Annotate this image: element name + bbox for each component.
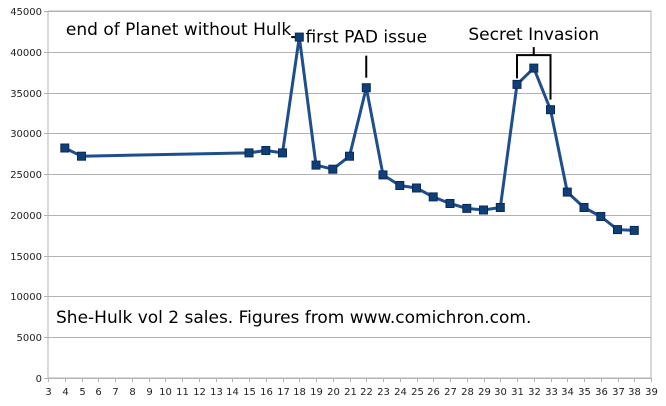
x-tick-label: 24 <box>394 387 407 398</box>
y-tick-label: 15000 <box>10 252 42 263</box>
x-tick-label: 15 <box>243 387 256 398</box>
y-tick-label: 20000 <box>10 211 42 222</box>
series-line <box>64 35 635 232</box>
data-point <box>462 203 472 213</box>
x-tick-label: 9 <box>146 387 152 398</box>
x-tick-label: 5 <box>79 387 85 398</box>
data-point <box>445 199 455 208</box>
x-tick-label: 28 <box>461 387 474 398</box>
data-point <box>378 170 388 180</box>
x-tick-label: 3 <box>45 387 51 398</box>
x-tick-label: 29 <box>478 387 491 398</box>
x-tick-label: 14 <box>226 387 239 398</box>
data-point <box>495 203 505 212</box>
x-tick-label: 10 <box>159 387 172 398</box>
y-tick-label: 25000 <box>10 170 42 181</box>
gridlines <box>47 10 652 379</box>
x-tick-label: 30 <box>494 387 507 398</box>
data-point <box>77 151 86 161</box>
y-tick-label: 45000 <box>10 7 42 18</box>
x-tick-label: 19 <box>310 387 323 398</box>
chart-caption: She-Hulk vol 2 sales. Figures from www.c… <box>56 308 531 328</box>
annotation-planet-without-hulk: end of Planet without Hulk <box>66 20 292 40</box>
data-point <box>60 143 70 153</box>
x-tick-label: 21 <box>344 387 357 398</box>
data-point <box>579 203 589 212</box>
annotation-first-pad-issue: first PAD issue <box>305 28 427 48</box>
x-axis-ticks: 3 4 5 6 7 8 9 10 11 12 13 14 15 16 17 18 19 20 21 22 23 24 25 2… <box>45 378 658 398</box>
data-point <box>479 205 488 215</box>
data-point <box>529 63 539 73</box>
x-tick-label: 12 <box>193 387 206 398</box>
y-tick-label: 10000 <box>10 292 42 303</box>
data-point <box>361 83 371 93</box>
data-point <box>613 225 622 235</box>
data-point <box>261 146 271 155</box>
y-tick-label: 5000 <box>17 333 42 344</box>
data-point <box>311 160 321 170</box>
sales-series <box>60 32 639 235</box>
x-tick-label: 8 <box>129 387 135 398</box>
data-point <box>562 187 572 197</box>
x-tick-label: 13 <box>210 387 223 398</box>
x-tick-label: 31 <box>511 387 524 398</box>
x-tick-label: 34 <box>561 387 574 398</box>
data-point <box>412 183 421 193</box>
annotation-secret-invasion: Secret Invasion <box>468 25 599 45</box>
x-tick-label: 38 <box>628 387 641 398</box>
annotations: end of Planet without Hulk first PAD issu… <box>66 20 599 48</box>
y-tick-label: 30000 <box>10 129 42 140</box>
x-tick-label: 39 <box>645 387 658 398</box>
data-point <box>345 151 354 161</box>
x-tick-label: 27 <box>444 387 457 398</box>
y-axis-ticks: 0 5000 10000 15000 20000 25000 30000 35000 40000… <box>10 7 48 385</box>
x-tick-label: 11 <box>176 387 189 398</box>
x-tick-label: 37 <box>612 387 625 398</box>
data-point <box>278 148 287 158</box>
x-tick-label: 35 <box>578 387 591 398</box>
data-point <box>546 105 555 115</box>
data-point <box>294 32 304 42</box>
data-point <box>395 181 405 190</box>
x-tick-label: 26 <box>427 387 440 398</box>
x-tick-label: 22 <box>360 387 373 398</box>
x-tick-label: 20 <box>327 387 340 398</box>
data-point <box>596 212 606 221</box>
x-tick-label: 4 <box>62 387 68 398</box>
annotation-bracket <box>516 54 552 100</box>
x-tick-label: 32 <box>528 387 541 398</box>
x-tick-label: 36 <box>595 387 608 398</box>
x-tick-label: 18 <box>293 387 306 398</box>
data-point <box>428 192 438 202</box>
data-point <box>629 225 639 235</box>
x-tick-label: 6 <box>95 387 101 398</box>
x-tick-label: 16 <box>260 387 273 398</box>
y-tick-label: 35000 <box>10 89 42 100</box>
y-tick-label: 0 <box>36 374 42 385</box>
x-tick-label: 17 <box>277 387 290 398</box>
x-tick-label: 25 <box>411 387 424 398</box>
x-tick-label: 23 <box>377 387 390 398</box>
x-tick-label: 33 <box>545 387 558 398</box>
data-point <box>244 148 254 158</box>
data-point <box>512 79 522 89</box>
y-tick-label: 40000 <box>10 48 42 59</box>
x-tick-label: 7 <box>112 387 118 398</box>
data-point <box>328 164 338 174</box>
